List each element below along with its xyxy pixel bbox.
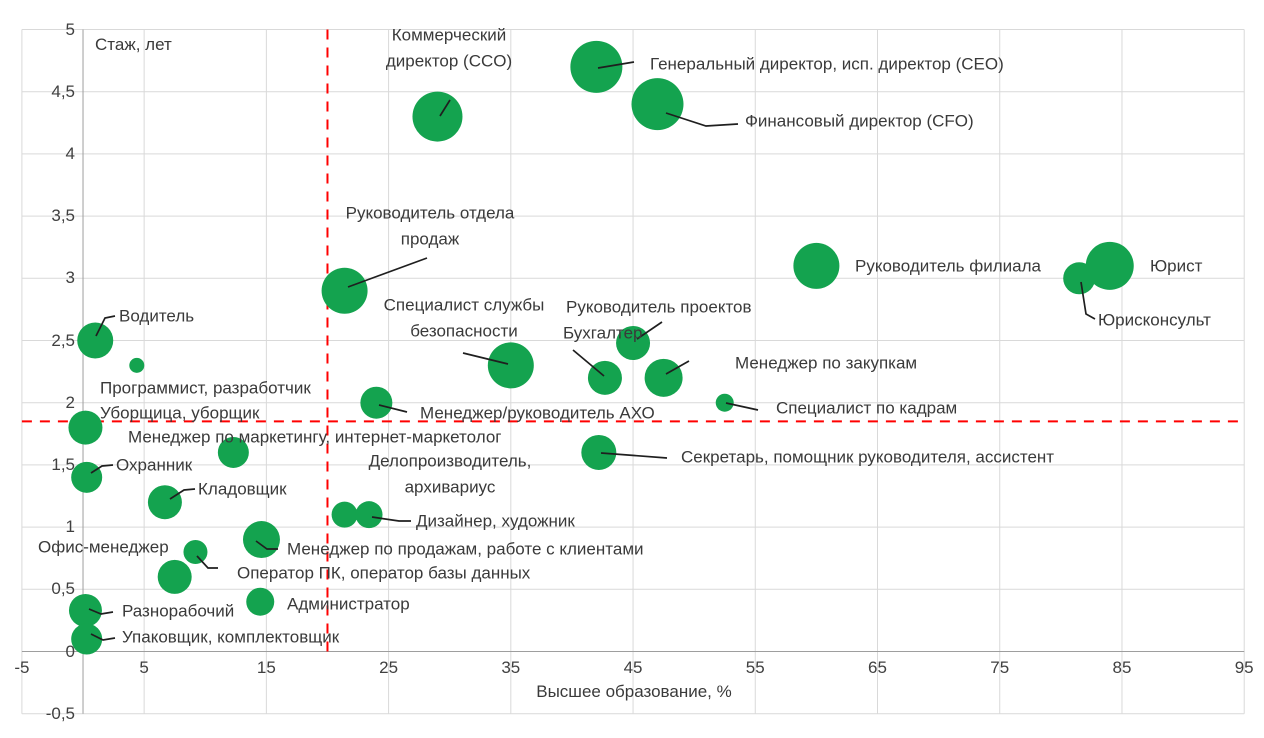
bubble-dizayner: [355, 501, 383, 529]
leader-line-yuriskonsult: [1080, 281, 1096, 320]
leader-line-rukovoditel-otdela-prodazh: [347, 257, 428, 288]
leader-line-specialist-sluzhby-bezopasnosti: [462, 352, 509, 365]
bubble-kommercheskiy-direktor: [412, 91, 463, 142]
leader-line-kladovshchik: [169, 488, 196, 500]
leader-line-operator-pk: [196, 555, 218, 569]
leader-line-voditel: [95, 315, 116, 337]
bubble-rukovoditel-otdela-prodazh: [321, 267, 368, 314]
bubble-finansovyy-direktor: [631, 78, 684, 131]
bubble-sekretar: [581, 434, 617, 470]
leader-line-menedzher-po-prodazham: [255, 540, 278, 550]
bubble-menedzher-rukovoditel-aho: [360, 386, 393, 419]
bubble-kladovshchik: [147, 485, 182, 520]
bubble-uborshchica: [68, 410, 103, 445]
leader-line-upakovshchik: [90, 633, 116, 641]
y-axis-title: Стаж, лет: [95, 35, 172, 54]
leader-line-rukovoditel-proektov: [636, 321, 663, 340]
bubble-specialist-po-kadram: [715, 393, 734, 412]
leader-line-kommercheskiy-direktor: [439, 99, 451, 117]
bubble-menedzher-po-prodazham: [242, 521, 280, 559]
leader-line-raznorabochiy: [88, 608, 114, 615]
bubble-specialist-sluzhby-bezopasnosti: [487, 342, 534, 389]
leader-line-generalnyy-direktor: [597, 61, 635, 69]
leader-line-menedzher-rukovoditel-aho: [378, 404, 408, 413]
bubble-yurist: [1085, 241, 1134, 290]
leader-line-dizayner: [371, 516, 411, 522]
bubble-upakovshchik: [71, 623, 103, 655]
bubble-rukovoditel-proektov: [616, 325, 651, 360]
leader-line-sekretar: [600, 452, 668, 459]
bubble-voditel: [77, 322, 114, 359]
bubble-rukovoditel-filiala: [793, 242, 840, 289]
bubble-ofis-menedzher: [157, 559, 192, 594]
bubble-operator-pk: [183, 539, 208, 564]
bubble-deloproizvoditel: [331, 501, 358, 528]
leader-line-menedzher-po-zakupkam: [665, 360, 690, 375]
leader-line-finansovyy-direktor: [665, 112, 739, 127]
bubble-raznorabochiy: [68, 593, 102, 627]
bubble-administrator: [246, 587, 275, 616]
bubble-menedzher-po-marketingu: [217, 436, 249, 468]
x-axis-title: Высшее образование, %: [536, 682, 732, 701]
bubble-ohrannik: [71, 461, 103, 493]
leader-line-specialist-po-kadram: [725, 402, 759, 411]
bubble-generalnyy-direktor: [570, 40, 623, 93]
bubble-menedzher-po-zakupkam: [644, 358, 683, 397]
leader-line-buhgalter: [572, 349, 605, 377]
bubble-programmist: [129, 357, 145, 373]
leader-line-ohrannik: [90, 464, 114, 474]
